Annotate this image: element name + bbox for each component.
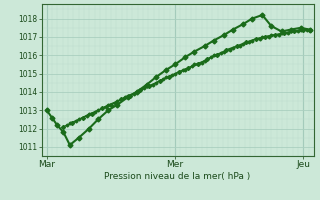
X-axis label: Pression niveau de la mer( hPa ): Pression niveau de la mer( hPa ) — [104, 172, 251, 181]
